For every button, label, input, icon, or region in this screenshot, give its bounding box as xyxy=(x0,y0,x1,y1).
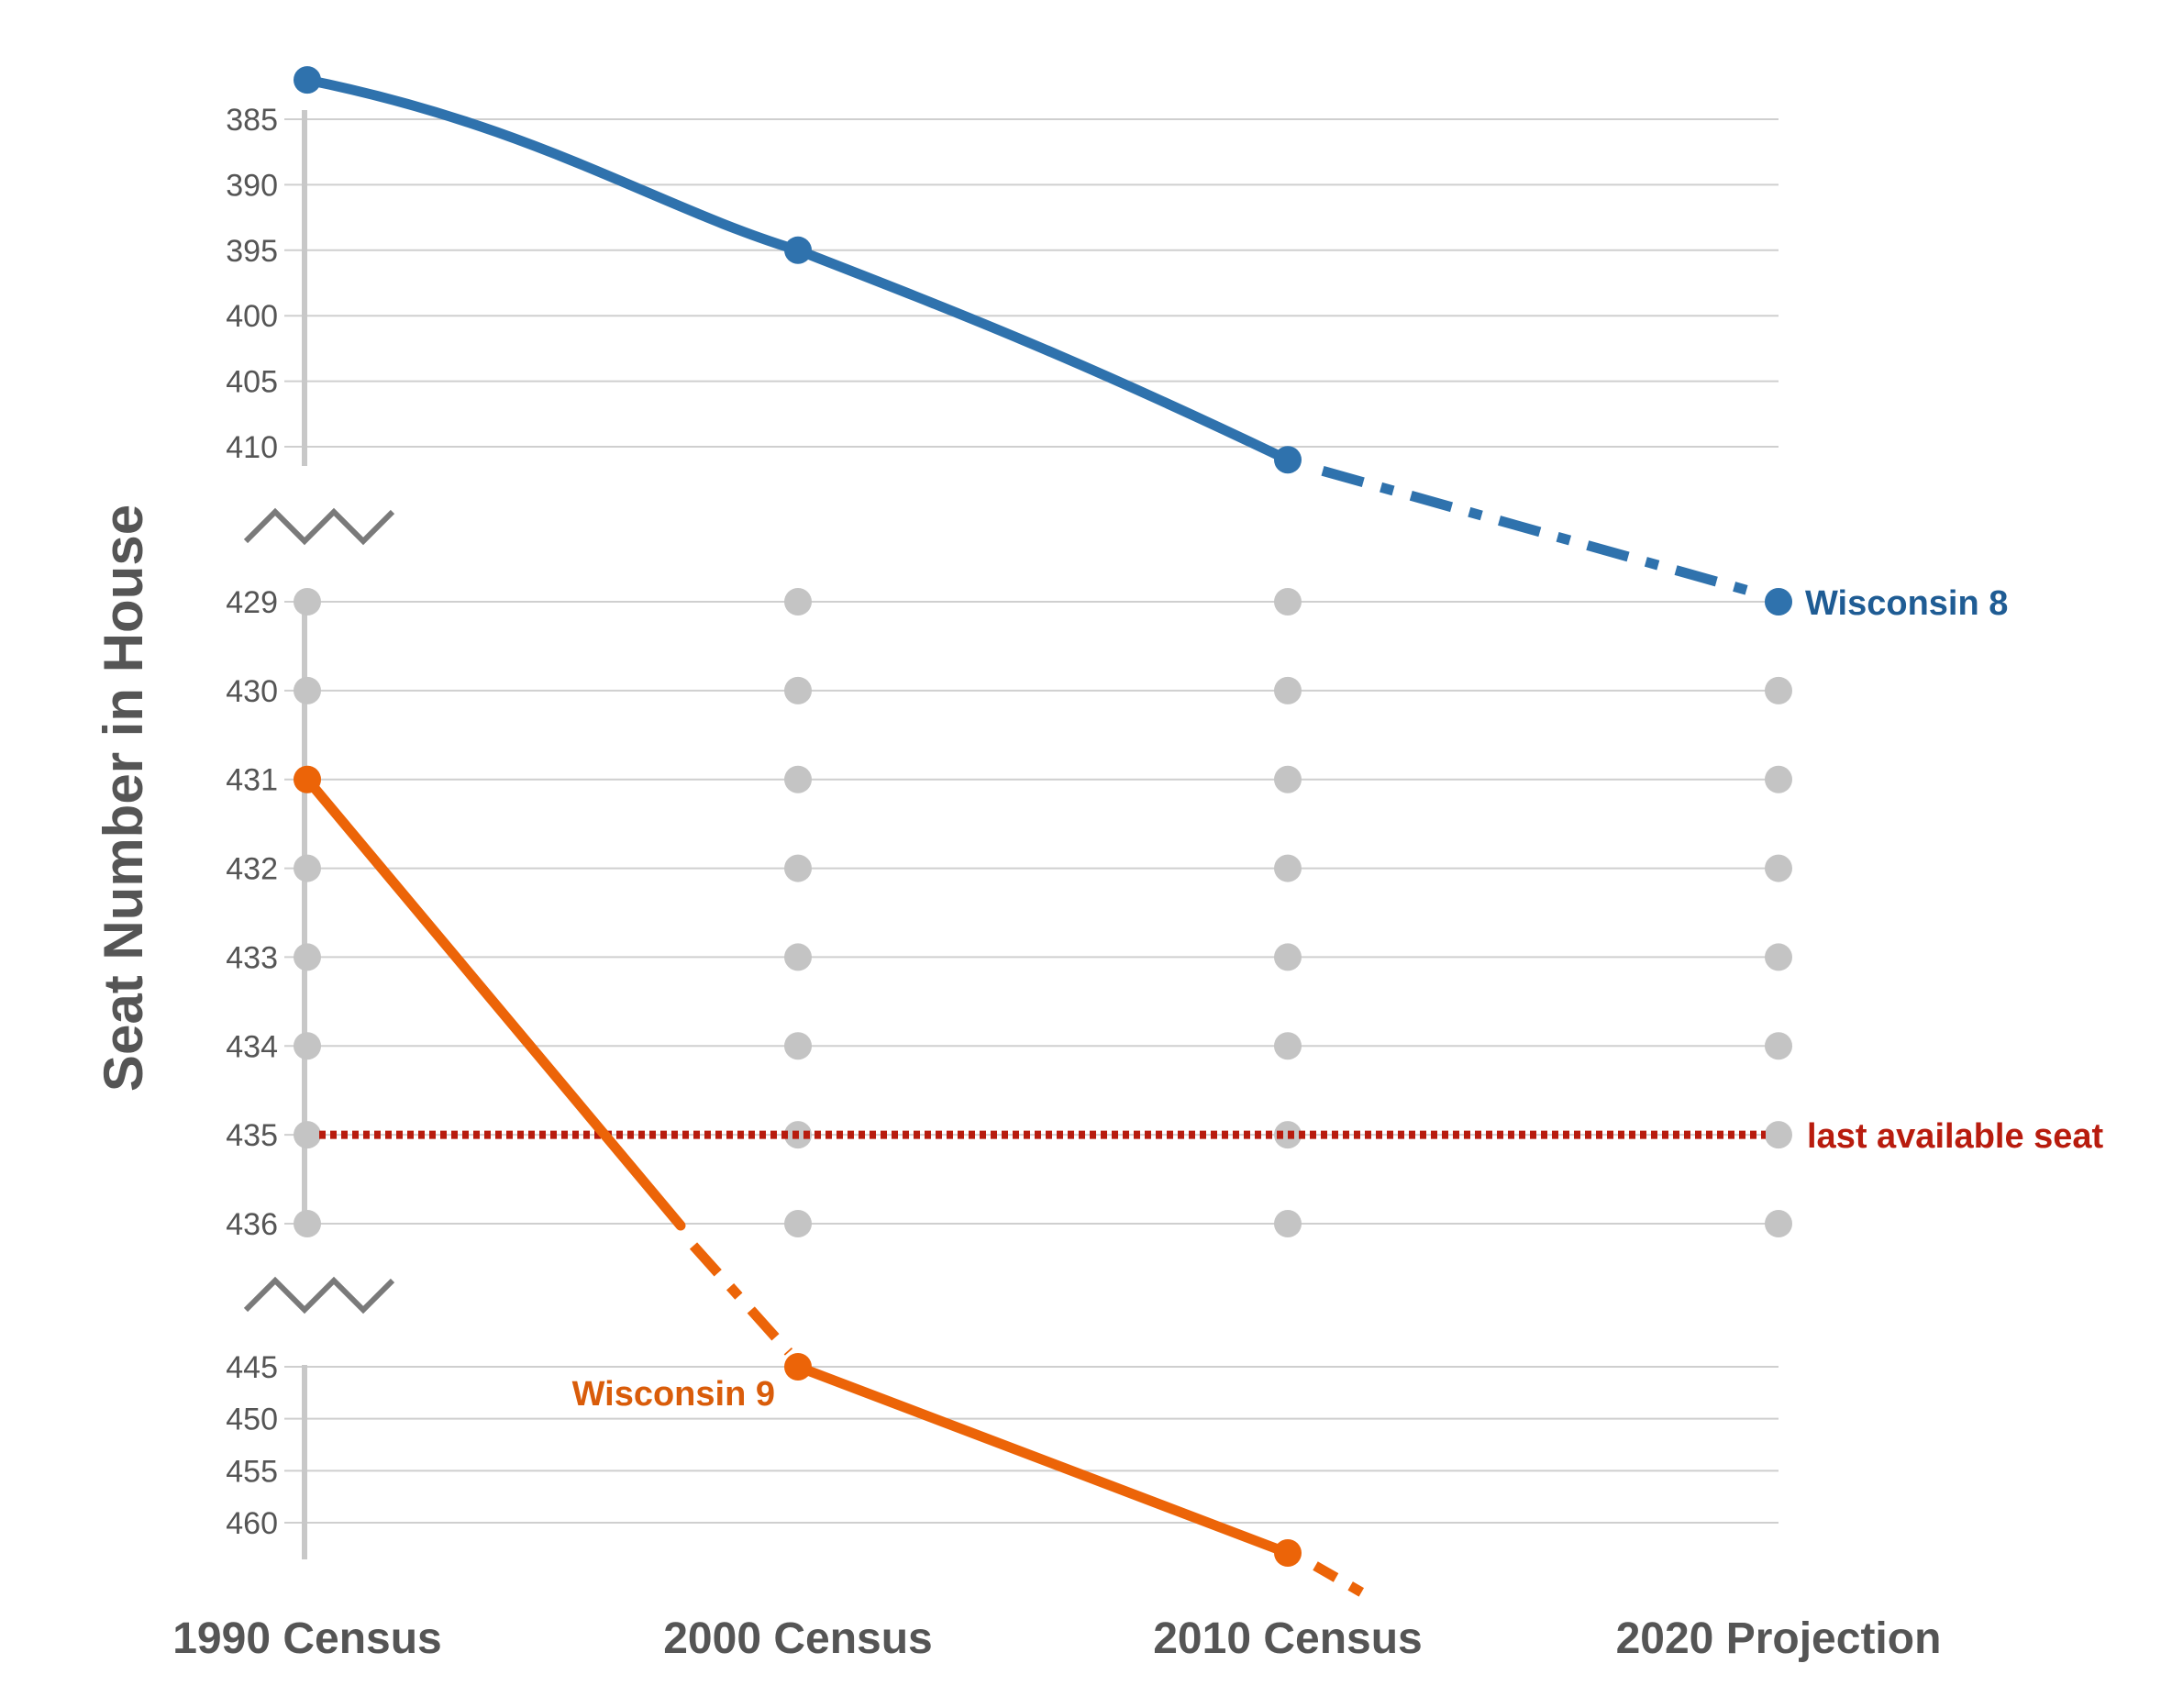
grid-dot-0-435 xyxy=(294,1121,321,1149)
axis-layer xyxy=(243,110,395,1559)
grid-dot-3-433 xyxy=(1765,943,1792,971)
y-tick-label-460: 460 xyxy=(226,1506,278,1541)
last-available-seat-label: last available seat xyxy=(1807,1117,2104,1156)
grid-dot-0-436 xyxy=(294,1210,321,1237)
y-tick-label-435: 435 xyxy=(226,1118,278,1153)
y-tick-label-431: 431 xyxy=(226,763,278,798)
x-tick-label-3: 2020 Projection xyxy=(1616,1614,1942,1663)
grid-dot-3-430 xyxy=(1765,676,1792,704)
y-axis-title: Seat Number in House xyxy=(93,505,154,1092)
wisconsin-8-point-1 xyxy=(784,236,812,264)
wisconsin-9-break-connector xyxy=(689,1242,793,1356)
grid-dot-2-432 xyxy=(1274,854,1302,882)
x-tick-label-1: 2000 Census xyxy=(663,1614,933,1663)
grid-dot-0-432 xyxy=(294,854,321,882)
grid-dot-1-433 xyxy=(784,943,812,971)
grid-dot-1-436 xyxy=(784,1210,812,1237)
grid-dot-1-429 xyxy=(784,588,812,616)
wisconsin-8-label: Wisconsin 8 xyxy=(1805,584,2008,623)
grid-dot-0-434 xyxy=(294,1032,321,1060)
series-layer xyxy=(294,66,1792,1599)
grid-dot-2-433 xyxy=(1274,943,1302,971)
y-tick-label-385: 385 xyxy=(226,103,278,138)
wisconsin-9-line-upper xyxy=(302,774,686,1231)
y-tick-label-430: 430 xyxy=(226,674,278,709)
grid-dot-3-435 xyxy=(1765,1121,1792,1149)
grid-dot-3-434 xyxy=(1765,1032,1792,1060)
x-tick-label-0: 1990 Census xyxy=(172,1614,442,1663)
grid-dot-3-432 xyxy=(1765,854,1792,882)
wisconsin-9-projection-line xyxy=(1313,1561,1368,1599)
wisconsin-9-point-0 xyxy=(294,765,321,793)
grid-dot-2-431 xyxy=(1274,765,1302,793)
wisconsin-8-line xyxy=(302,74,1293,465)
wisconsin-8-point-3 xyxy=(1765,588,1792,616)
axis-break-icon-lower xyxy=(243,1276,395,1314)
grid-dot-1-431 xyxy=(784,765,812,793)
y-tick-label-390: 390 xyxy=(226,168,278,203)
grid-dot-2-430 xyxy=(1274,676,1302,704)
label-layer: 385 390 395 400 405 410 429 430 431 432 433 434 435 4… xyxy=(172,103,2103,1663)
wisconsin-8-point-0 xyxy=(294,66,321,94)
axis-break-icon-upper xyxy=(243,507,395,546)
y-tick-label-395: 395 xyxy=(226,234,278,269)
y-tick-label-445: 445 xyxy=(226,1350,278,1385)
grid-dot-0-429 xyxy=(294,588,321,616)
grid-layer xyxy=(284,118,1779,1524)
wisconsin-8-point-2 xyxy=(1274,446,1302,474)
wisconsin-8-projection-line xyxy=(1321,465,1764,600)
y-tick-label-450: 450 xyxy=(226,1403,278,1437)
y-tick-label-405: 405 xyxy=(226,365,278,400)
grid-dot-0-433 xyxy=(294,943,321,971)
y-tick-label-400: 400 xyxy=(226,299,278,334)
grid-dot-3-431 xyxy=(1765,765,1792,793)
y-tick-label-432: 432 xyxy=(226,852,278,887)
grid-dot-2-434 xyxy=(1274,1032,1302,1060)
grid-dot-1-432 xyxy=(784,854,812,882)
wisconsin-9-line-lower xyxy=(792,1361,1293,1558)
wisconsin-9-point-1 xyxy=(784,1353,812,1381)
y-tick-label-455: 455 xyxy=(226,1454,278,1489)
y-tick-label-436: 436 xyxy=(226,1207,278,1242)
grid-dot-3-436 xyxy=(1765,1210,1792,1237)
x-tick-label-2: 2010 Census xyxy=(1153,1614,1423,1663)
y-tick-label-433: 433 xyxy=(226,940,278,975)
y-tick-label-434: 434 xyxy=(226,1029,278,1064)
grid-dot-1-430 xyxy=(784,676,812,704)
y-tick-label-410: 410 xyxy=(226,430,278,465)
wisconsin-9-label: Wisconsin 9 xyxy=(572,1375,775,1414)
grid-dot-0-430 xyxy=(294,676,321,704)
grid-dot-2-436 xyxy=(1274,1210,1302,1237)
grid-dot-1-434 xyxy=(784,1032,812,1060)
wisconsin-9-point-2 xyxy=(1274,1539,1302,1567)
grid-dot-2-429 xyxy=(1274,588,1302,616)
grid-dots-layer xyxy=(294,588,1792,1237)
y-tick-label-429: 429 xyxy=(226,585,278,620)
